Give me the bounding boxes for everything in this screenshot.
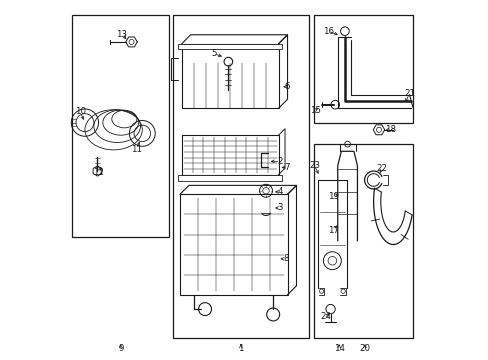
Text: 14: 14 (333, 344, 344, 353)
Text: 2: 2 (277, 157, 283, 166)
Bar (72, 15, 169, 237)
Text: 22: 22 (376, 164, 386, 173)
Text: 20: 20 (359, 344, 370, 353)
Bar (178, 44, 282, 49)
Bar (261, 199, 270, 213)
Text: 6: 6 (284, 82, 290, 91)
Text: 1: 1 (238, 344, 243, 353)
Bar (182, 135, 278, 175)
Text: 8: 8 (283, 255, 288, 264)
Bar (182, 44, 278, 108)
Text: 17: 17 (327, 226, 338, 235)
Bar (180, 194, 287, 295)
Text: 15: 15 (309, 105, 320, 114)
Bar (172, 15, 308, 338)
Text: 4: 4 (277, 187, 283, 196)
Text: 13: 13 (116, 30, 127, 39)
Text: 3: 3 (277, 203, 283, 212)
Bar (178, 175, 282, 181)
Text: 19: 19 (327, 192, 338, 201)
Text: 16: 16 (322, 27, 333, 36)
Text: 24: 24 (319, 312, 330, 321)
Text: 10: 10 (75, 107, 85, 116)
Text: 7: 7 (284, 163, 290, 172)
Text: 23: 23 (308, 161, 319, 170)
Text: 18: 18 (384, 125, 395, 134)
Text: 21: 21 (403, 89, 414, 98)
Text: 11: 11 (131, 145, 142, 154)
Text: 12: 12 (93, 168, 104, 177)
Bar (314, 15, 412, 123)
Bar (314, 144, 412, 338)
Text: 9: 9 (118, 344, 123, 353)
Text: 5: 5 (211, 49, 216, 58)
